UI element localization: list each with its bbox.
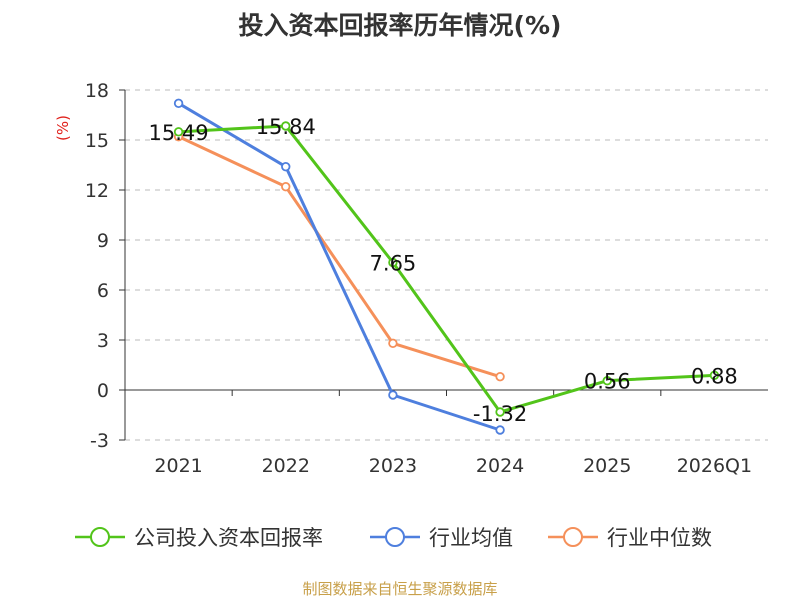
data-point-company[interactable] [602,375,612,386]
series-line-industry_avg [177,102,501,432]
data-labels: 15.49 15.84 7.65 -1.32 0.56 0.88 [149,115,738,426]
data-label: -1.32 [473,402,527,426]
data-label: 15.49 [149,121,209,145]
data-label: 0.56 [584,370,631,394]
y-tick-label: 9 [97,230,109,252]
x-tick-label: 2024 [476,455,524,477]
x-tick-label: 2021 [154,455,202,477]
y-tick-label: 18 [85,80,109,102]
legend-item-industry_median[interactable]: 行业中位数 [548,526,712,550]
x-tick-label: 2025 [583,455,631,477]
axes: -3 0 3 6 9 12 15 18 2021 2022 2023 2024 2025 2026Q1 [85,80,768,477]
y-tick-label: -3 [90,430,109,452]
y-tick-label: 0 [97,380,109,402]
legend-label: 公司投入资本回报率 [134,526,323,550]
data-point-industry_avg[interactable] [495,425,505,435]
y-axis-unit-label: (%) [54,115,72,141]
data-point-industry_median[interactable] [388,338,398,349]
legend-marker [385,527,405,547]
data-point-industry_avg[interactable] [281,161,291,172]
data-label: 7.65 [370,252,417,276]
series-line-industry_median [177,135,501,379]
data-point-industry_avg[interactable] [173,98,184,109]
legend-label: 行业均值 [429,526,513,550]
legend-marker [90,527,110,547]
x-tick-label: 2026Q1 [677,455,752,477]
data-point-company[interactable] [281,121,291,131]
data-point-company[interactable] [709,370,720,381]
legend-marker [563,527,583,547]
series-lines [173,98,720,435]
data-point-company[interactable] [388,257,398,268]
data-label: 0.88 [691,364,738,388]
x-tick-label: 2023 [369,455,417,477]
data-point-company[interactable] [495,407,505,417]
source-note: 制图数据来自恒生聚源数据库 [302,580,497,598]
grid-lines [125,89,768,441]
legend-item-industry_avg[interactable]: 行业均值 [370,526,513,550]
legend[interactable]: 公司投入资本回报率 行业均值 行业中位数 [75,526,712,550]
data-point-company[interactable] [173,127,184,137]
chart-title: 投入资本回报率历年情况(%) [239,11,562,40]
series-line-company [178,124,715,414]
y-tick-label: 6 [97,280,109,302]
x-tick-label: 2022 [262,455,310,477]
data-point-industry_median[interactable] [495,371,505,382]
y-tick-label: 3 [97,330,109,352]
data-label: 15.84 [256,115,316,139]
y-tick-label: 15 [85,130,109,152]
data-point-industry_avg[interactable] [388,390,398,400]
y-tick-label: 12 [85,180,109,202]
legend-label: 行业中位数 [607,526,712,550]
legend-item-company[interactable]: 公司投入资本回报率 [75,526,323,550]
data-point-industry_median[interactable] [281,181,291,192]
